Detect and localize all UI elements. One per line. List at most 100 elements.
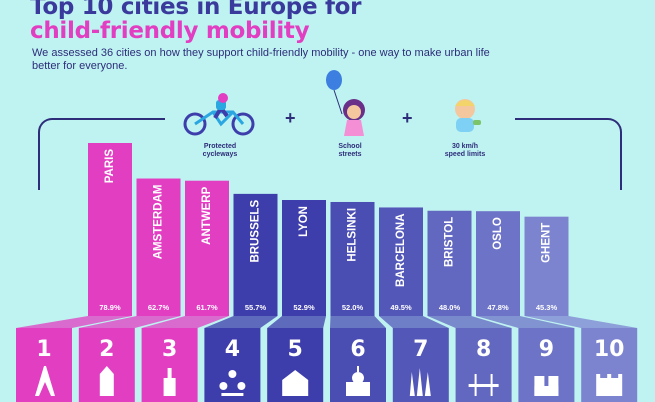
title-line-1: Top 10 cities in Europe for (30, 0, 362, 20)
bar-helsinki (330, 201, 375, 316)
city-label: HELSINKI (347, 208, 359, 262)
sagrada-familia-icon (409, 368, 431, 396)
icon-shape (99, 366, 114, 374)
icon-shape (357, 366, 359, 372)
connector-oslo (476, 316, 575, 328)
value-label: 61.7% (196, 303, 218, 312)
plus-sign-1: + (285, 108, 296, 128)
rank-tile-1 (16, 328, 72, 402)
icon-shape (596, 378, 623, 396)
city-label: GHENT (541, 223, 553, 263)
icon-shape (618, 374, 623, 378)
antwerp-cathedral-icon (163, 368, 176, 396)
value-label: 55.7% (245, 303, 267, 312)
city-label: AMSTERDAM (153, 185, 165, 260)
connector-barcelona (379, 316, 449, 328)
bar-brussels (233, 193, 278, 316)
bar-antwerp (185, 180, 229, 316)
icon-shape (221, 393, 244, 396)
icon-shape (35, 366, 55, 396)
connector-ghent (524, 316, 638, 328)
bar-ghent (524, 216, 569, 316)
rank-number: 6 (350, 337, 365, 362)
icon-shape (468, 384, 499, 387)
icon-shape (282, 370, 309, 396)
value-label: 78.9% (99, 303, 121, 312)
suspension-bridge-icon (468, 374, 499, 396)
rank-number: 1 (36, 337, 51, 362)
icon-shape (352, 372, 364, 384)
title-line-2: child-friendly mobility (30, 18, 310, 44)
icon-shape (416, 368, 423, 396)
feature-label-cycleways-1: Protected (203, 143, 237, 150)
value-label: 48.0% (439, 303, 461, 312)
bar-oslo (476, 211, 520, 316)
rank-number: 8 (476, 337, 491, 362)
subtitle: We assessed 36 cities on how they suppor… (32, 47, 490, 72)
icon-shape (474, 374, 477, 396)
value-label: 62.7% (148, 303, 170, 312)
bar-amsterdam (136, 178, 181, 316)
city-label: BRUSSELS (250, 200, 262, 263)
city-label: LYON (298, 206, 310, 237)
feature-label-speed-1: 30 km/h (451, 143, 479, 150)
atomium-icon (219, 370, 246, 396)
rank-number: 7 (413, 337, 428, 362)
connector-antwerp (141, 316, 229, 328)
feature-label-cycleways-2: cycleways (202, 151, 238, 158)
city-label: BARCELONA (395, 213, 407, 286)
toddler-icon (455, 99, 481, 132)
rank-number: 4 (225, 337, 240, 362)
icon-shape (607, 374, 612, 378)
connector-helsinki (330, 316, 386, 328)
icon-shape (534, 386, 559, 396)
icon-shape (409, 372, 415, 396)
value-label: 47.8% (487, 303, 509, 312)
feature-label-school-2: streets (338, 151, 362, 158)
icon-shape (167, 368, 172, 378)
helsinki-cathedral-icon (346, 366, 370, 396)
feature-speed-limits: 30 km/h speed limits (420, 96, 510, 159)
connector-bristol (427, 316, 512, 328)
rank-number: 10 (594, 337, 625, 362)
feature-school-streets: School streets (310, 70, 390, 159)
icon-shape (99, 374, 114, 396)
connector-paris (16, 316, 132, 328)
value-label: 52.0% (342, 303, 364, 312)
rank-tile-8 (455, 328, 512, 402)
feature-label-school-1: School (338, 143, 362, 150)
canal-house-icon (99, 366, 114, 396)
rank-number: 5 (288, 337, 303, 362)
icon-shape (346, 382, 370, 396)
icon-shape (228, 370, 237, 378)
bar-bristol (427, 210, 472, 316)
city-label: BRISTOL (444, 217, 456, 267)
value-label: 45.3% (536, 303, 558, 312)
feature-protected-cycleways: Protected cycleways (170, 92, 270, 159)
fourviere-basilica-icon (282, 370, 309, 396)
icon-shape (596, 374, 601, 378)
bar-paris (88, 143, 132, 316)
feature-label-speed-2: speed limits (444, 151, 486, 158)
rank-tile-4 (204, 328, 261, 402)
city-label: OSLO (492, 217, 504, 250)
eiffel-tower-icon (35, 366, 55, 396)
icon-shape (163, 378, 176, 396)
icon-shape (490, 374, 493, 396)
connector-lyon (267, 316, 326, 328)
icon-shape (237, 382, 246, 390)
girl-with-balloon-icon (326, 70, 365, 136)
value-label: 52.9% (293, 303, 315, 312)
ghent-castle-icon (596, 374, 623, 396)
connector-amsterdam (78, 316, 181, 328)
bar-barcelona (379, 207, 423, 316)
city-label: ANTWERP (201, 186, 213, 244)
rank-number: 3 (162, 337, 177, 362)
value-label: 49.5% (390, 303, 412, 312)
rank-number: 2 (99, 337, 114, 362)
plus-sign-2: + (402, 108, 413, 128)
oslo-city-hall-icon (534, 376, 559, 396)
icon-shape (424, 372, 431, 396)
bar-lyon (282, 200, 326, 316)
